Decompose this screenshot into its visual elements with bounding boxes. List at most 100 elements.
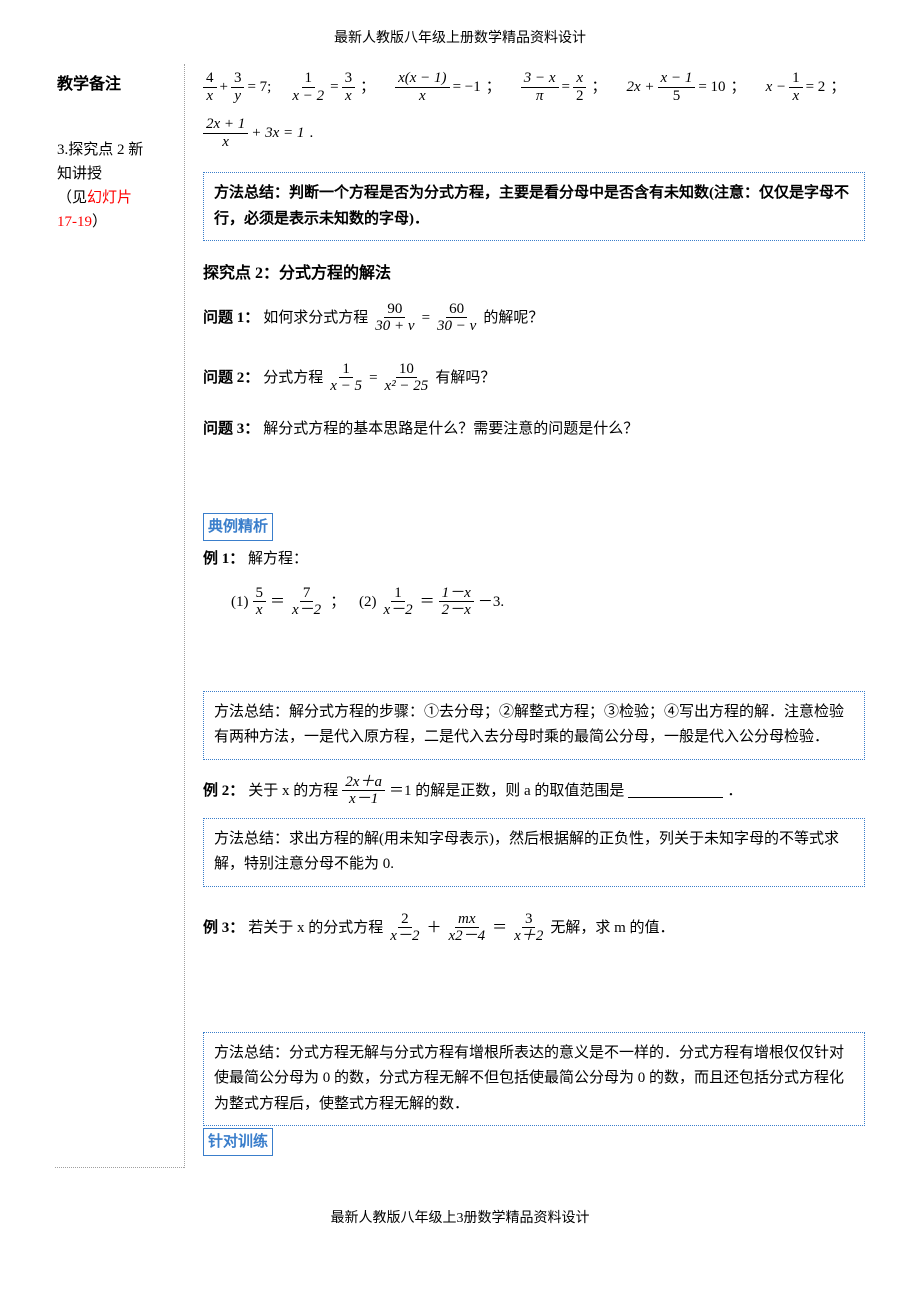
op: = 2	[806, 75, 826, 99]
frac-den: x－1	[346, 791, 381, 808]
frac-den: x − 2	[289, 88, 327, 105]
footer-text: 最新人教版八年级上	[331, 1211, 457, 1226]
frac-den: x－2	[387, 928, 422, 945]
q-text: 如何求分式方程	[263, 306, 368, 330]
frac-den: 2－x	[439, 602, 474, 619]
frac-num: 10	[396, 361, 417, 379]
frac-num: 5	[253, 585, 267, 603]
frac-num: x(x − 1)	[395, 70, 449, 88]
sep: ；	[358, 75, 377, 99]
tag-practice: 针对训练	[203, 1128, 273, 1156]
spacer	[203, 629, 865, 669]
example-2: 例 2： 关于 x 的方程 2x＋ax－1 ＝1 的解是正数，则 a 的取值范围…	[203, 774, 865, 808]
op: =	[330, 75, 338, 99]
pre: 2x +	[627, 75, 655, 99]
frac-den: π	[533, 88, 547, 105]
frac-num: x − 1	[658, 70, 696, 88]
sidebar-item-3: 3.探究点 2 新 知讲授 （见幻灯片 17-19）	[57, 138, 174, 234]
sep: ；	[729, 75, 748, 99]
example-3: 例 3： 若关于 x 的分式方程 2x－2 ＋ mxx2－4 ＝ 3x＋2 无解…	[203, 911, 865, 945]
method-summary-4: 方法总结：分式方程无解与分式方程有增根所表达的意义是不一样的．分式方程有增根仅仅…	[203, 1032, 865, 1127]
sep: .	[307, 121, 315, 145]
blank-line	[628, 783, 723, 798]
op: = 10	[698, 75, 725, 99]
sep: ；	[828, 75, 847, 99]
ex-tail: ．	[727, 779, 742, 803]
sidebar-text: ）	[92, 214, 107, 230]
method-summary-1: 方法总结：判断一个方程是否为分式方程，主要是看分母中是否含有未知数(注意：仅仅是…	[203, 172, 865, 241]
pre: x −	[766, 75, 787, 99]
sep: ；	[484, 75, 503, 99]
eq-2: 1x − 2 = 3x ；	[289, 70, 377, 104]
frac-num: x	[573, 70, 586, 88]
ex-text: 无解，求 m 的值．	[550, 916, 674, 940]
question-2: 问题 2： 分式方程 1x − 5 = 10x² − 25 有解吗？	[203, 361, 865, 395]
op: ＋	[426, 916, 441, 940]
sidebar-red: 17-19	[57, 214, 92, 230]
sidebar-line: 3.探究点 2 新	[57, 138, 174, 162]
ex-title: 解方程：	[248, 551, 308, 567]
frac-den: x－2	[380, 602, 415, 619]
op: =	[369, 366, 377, 390]
frac-den: 2	[573, 88, 587, 105]
op: ＝	[270, 590, 285, 614]
section-title-2: 探究点 2：分式方程的解法	[203, 261, 865, 287]
frac-den: x² − 25	[382, 378, 432, 395]
q-text: 的解呢？	[483, 306, 543, 330]
frac-num: mx	[455, 911, 479, 929]
eq-3: x(x − 1)x = −1 ；	[395, 70, 503, 104]
question-1: 问题 1： 如何求分式方程 9030 + v = 6030 − v 的解呢？	[203, 301, 865, 335]
q-text: 有解吗？	[435, 366, 495, 390]
sidebar-red: 幻灯片	[87, 190, 132, 206]
q-label: 问题 2：	[203, 366, 259, 390]
eq-7: 2x + 1x + 3x = 1 .	[203, 116, 315, 150]
op: = 7;	[247, 75, 271, 99]
method-text: 方法总结：判断一个方程是否为分式方程，主要是看分母中是否含有未知数(注意：仅仅是…	[214, 185, 849, 227]
ex-text: ＝1 的解是正数，则 a 的取值范围是	[389, 779, 624, 803]
frac-den: x＋2	[511, 928, 546, 945]
frac-num: 3	[342, 70, 356, 88]
ex-label: 例 3：	[203, 916, 244, 940]
method-summary-3: 方法总结：求出方程的解(用未知字母表示)，然后根据解的正负性，列关于未知字母的不…	[203, 818, 865, 887]
frac-den: x − 5	[327, 378, 365, 395]
sidebar-line: 知讲授	[57, 162, 174, 186]
ex-text: 关于 x 的方程	[248, 779, 338, 803]
q-text: 分式方程	[263, 366, 323, 390]
frac-den: x－2	[289, 602, 324, 619]
example-1: 例 1： 解方程： (1) 5x ＝ 7x－2 ； (2) 1x－2 ＝ 1－x…	[203, 547, 865, 619]
q-label: 问题 1：	[203, 306, 259, 330]
frac-num: 3	[231, 70, 245, 88]
part-label: (1)	[231, 590, 249, 614]
sep: ；	[328, 590, 347, 614]
frac-den: x	[203, 88, 216, 105]
tag-examples: 典例精析	[203, 513, 273, 541]
ex-text: 若关于 x 的分式方程	[248, 916, 383, 940]
frac-num: 3 − x	[521, 70, 559, 88]
sidebar-line: （见幻灯片	[57, 186, 174, 210]
frac-num: 1	[302, 70, 316, 88]
page-footer: 最新人教版八年级上3册数学精品资料设计	[0, 1168, 920, 1260]
frac-num: 7	[300, 585, 314, 603]
eq-1: 4x + 3y = 7;	[203, 70, 271, 104]
sidebar-text: （见	[57, 190, 87, 206]
equation-row-1: 4x + 3y = 7; 1x − 2 = 3x ； x(x − 1)x = −…	[203, 70, 865, 104]
q-label: 问题 3：	[203, 417, 259, 441]
eq-5: 2x + x − 15 = 10 ；	[627, 70, 748, 104]
frac-num: 1	[789, 70, 803, 88]
method-summary-2: 方法总结：解分式方程的步骤：①去分母；②解整式方程；③检验；④写出方程的解．注意…	[203, 691, 865, 760]
sidebar: 教学备注 3.探究点 2 新 知讲授 （见幻灯片 17-19）	[55, 64, 185, 1168]
frac-den: x	[416, 88, 429, 105]
footer-page: 3	[457, 1211, 464, 1226]
main-row: 教学备注 3.探究点 2 新 知讲授 （见幻灯片 17-19） 4x + 3y …	[0, 64, 920, 1168]
op: ＝	[492, 916, 507, 940]
content-column: 4x + 3y = 7; 1x − 2 = 3x ； x(x − 1)x = −…	[185, 64, 865, 1168]
sep: ；	[590, 75, 609, 99]
frac-den: x	[342, 88, 355, 105]
frac-den: x	[219, 134, 232, 151]
op: =	[562, 75, 570, 99]
op: +	[220, 75, 228, 99]
frac-den: x	[790, 88, 803, 105]
frac-num: 1	[339, 361, 353, 379]
frac-num: 2	[398, 911, 412, 929]
frac-num: 3	[522, 911, 536, 929]
